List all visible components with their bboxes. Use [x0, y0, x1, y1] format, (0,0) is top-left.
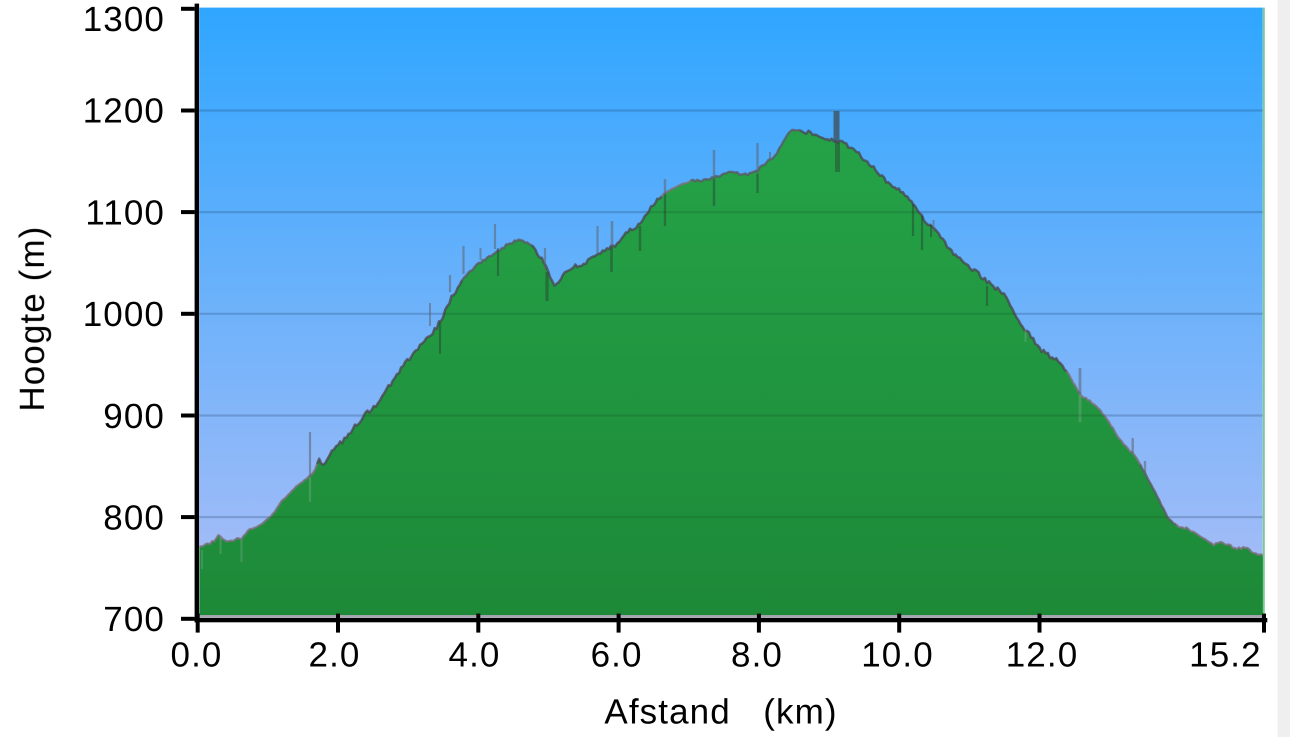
- svg-text:2.0: 2.0: [309, 636, 361, 675]
- svg-text:10.0: 10.0: [861, 636, 934, 675]
- svg-text:12.0: 12.0: [1006, 636, 1079, 675]
- svg-text:8.0: 8.0: [731, 636, 783, 675]
- svg-text:0.0: 0.0: [171, 636, 223, 675]
- svg-text:1200: 1200: [83, 92, 165, 131]
- svg-text:4.0: 4.0: [449, 636, 501, 675]
- svg-text:900: 900: [103, 397, 165, 436]
- svg-text:15.2: 15.2: [1189, 636, 1262, 675]
- svg-text:6.0: 6.0: [591, 636, 643, 675]
- svg-text:Hoogte (m): Hoogte (m): [13, 226, 52, 412]
- svg-text:700: 700: [103, 600, 165, 639]
- svg-text:Afstand (km): Afstand (km): [604, 692, 837, 731]
- svg-text:800: 800: [103, 499, 165, 538]
- svg-text:1300: 1300: [83, 0, 165, 39]
- svg-text:1000: 1000: [83, 295, 165, 334]
- svg-text:1100: 1100: [85, 194, 165, 233]
